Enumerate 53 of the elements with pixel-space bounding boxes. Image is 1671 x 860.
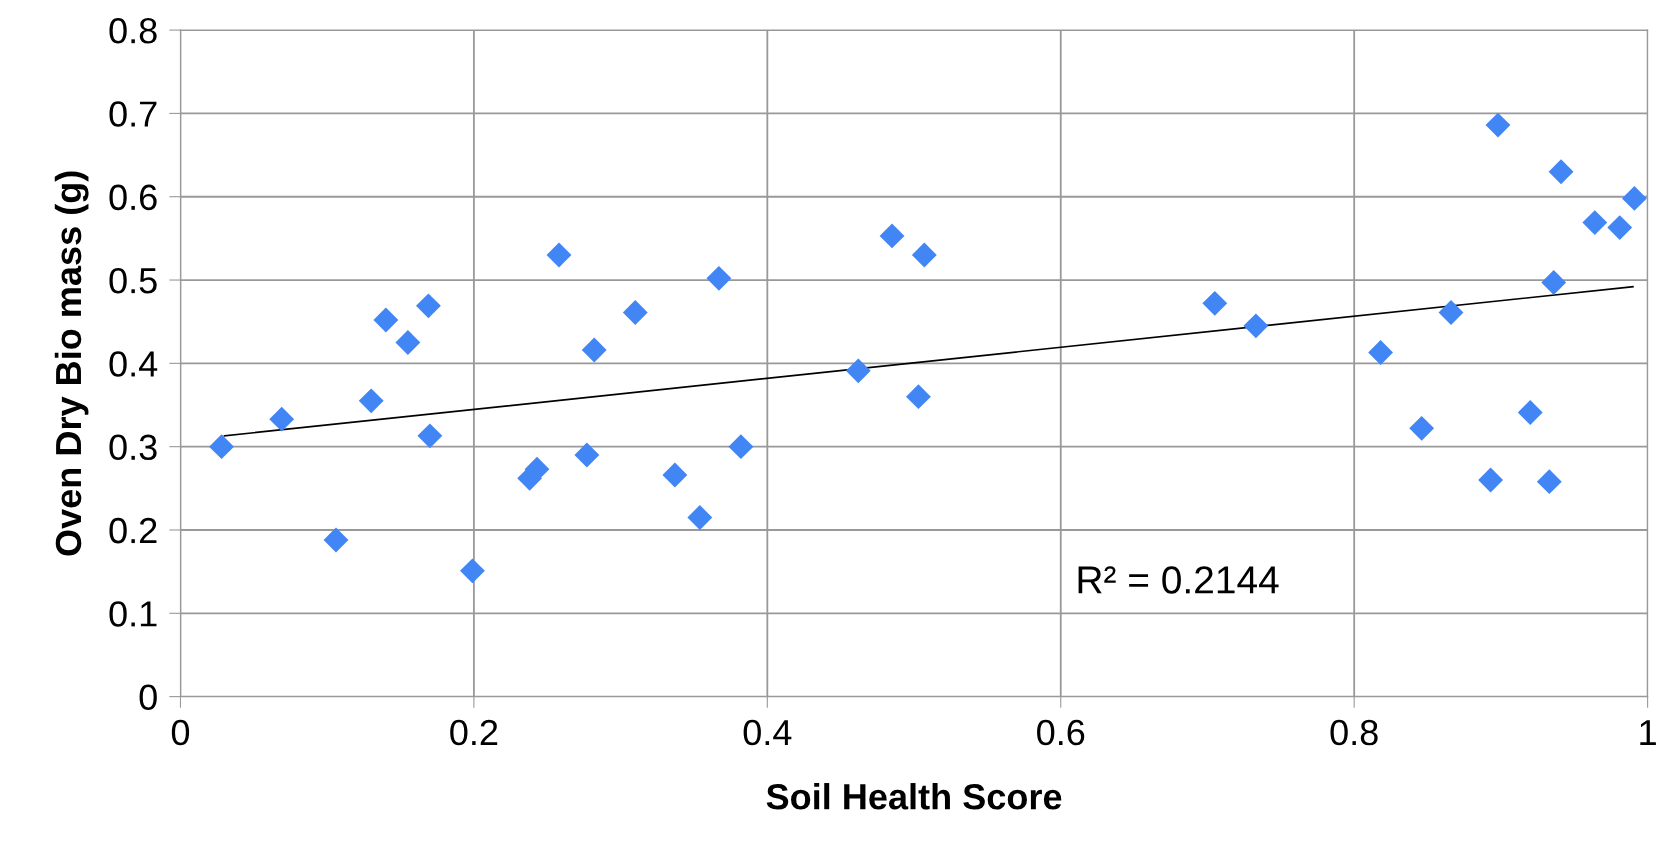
point <box>373 307 399 333</box>
point <box>622 300 648 325</box>
point <box>687 505 713 530</box>
point <box>1607 215 1633 240</box>
x-tick-label: 0 <box>171 719 190 746</box>
x-tick-label: 1 <box>1640 720 1656 745</box>
point <box>209 434 234 460</box>
point <box>460 558 485 584</box>
point <box>1478 467 1504 493</box>
point <box>1409 415 1435 441</box>
point <box>911 242 937 268</box>
point <box>269 406 295 432</box>
point <box>1621 185 1647 211</box>
y-tick-label: 0.6 <box>109 184 157 211</box>
point <box>546 242 572 268</box>
y-tick-label: 0.8 <box>109 17 157 44</box>
point <box>395 330 421 355</box>
point <box>574 442 600 468</box>
x-tick-label: 0.8 <box>1330 719 1378 746</box>
y-tick-label: 0.2 <box>109 517 157 544</box>
point <box>581 337 607 363</box>
y-tick-label: 0.5 <box>109 267 157 294</box>
y-tick-label: 0.7 <box>109 101 157 127</box>
annotation: R² = 0.2144 <box>1078 566 1279 594</box>
point <box>1485 112 1511 138</box>
x-tick-label: 0.6 <box>1037 719 1085 746</box>
point <box>879 223 905 249</box>
point <box>358 388 384 414</box>
y-tick-label: 0 <box>139 684 157 711</box>
point <box>1536 469 1562 495</box>
point <box>1243 313 1269 339</box>
point <box>1438 300 1464 325</box>
point <box>728 434 754 460</box>
y-tick-label: 0.1 <box>109 601 157 627</box>
x-axis-title: Soil Health Score <box>766 783 1062 810</box>
point <box>415 293 441 319</box>
point <box>1368 340 1394 365</box>
y-tick-label: 0.4 <box>109 351 158 377</box>
x-tick-label: 0.4 <box>743 719 792 746</box>
point <box>417 423 443 449</box>
point <box>1548 159 1574 185</box>
point <box>1517 400 1543 425</box>
point <box>323 527 349 553</box>
x-tick-label: 0.2 <box>450 719 498 746</box>
point <box>845 358 871 384</box>
point <box>1541 270 1567 295</box>
point <box>662 462 688 488</box>
y-axis-title: Oven Dry Bio mass (g) <box>54 171 89 556</box>
y-tick-label: 0.3 <box>109 434 157 461</box>
point <box>1202 290 1228 316</box>
point <box>1582 210 1608 235</box>
point <box>906 384 931 410</box>
point <box>706 265 732 291</box>
